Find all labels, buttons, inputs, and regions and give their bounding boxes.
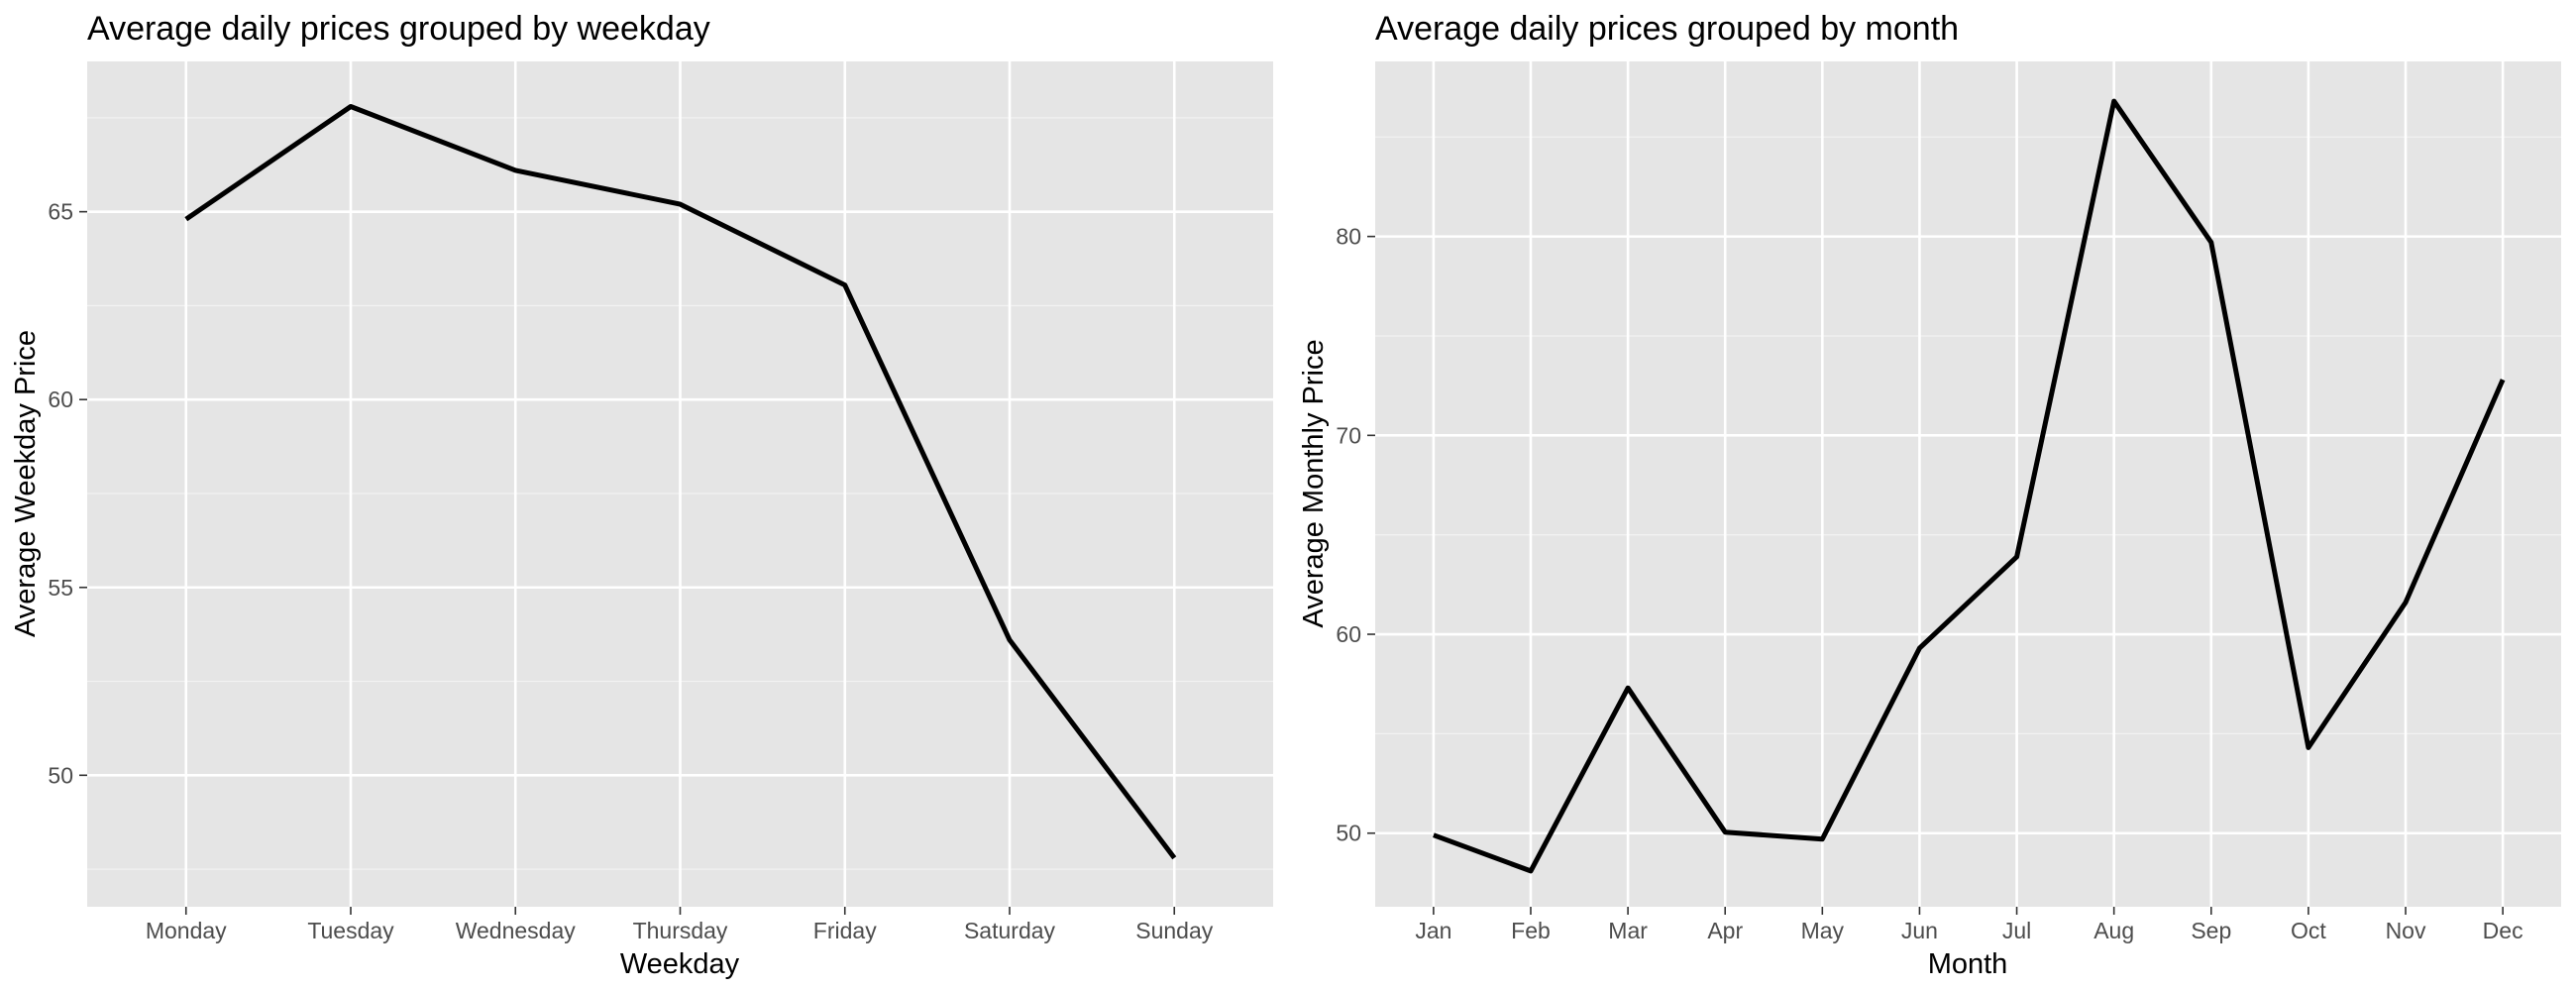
month-y-tick-label: 50 [1336, 821, 1361, 846]
month-x-tick-label: Aug [2093, 918, 2134, 943]
month-axes: 50 60 70 80 Jan Feb Mar Apr May Jun Jul Aug Sep Oct No… [1336, 224, 2522, 943]
month-x-tick-label: May [1801, 918, 1845, 943]
weekday-y-tick-label: 55 [48, 575, 73, 601]
month-x-tick-label: Jul [2002, 918, 2031, 943]
weekday-x-tick-label: Wednesday [456, 918, 577, 943]
month-gridlines [1375, 61, 2561, 907]
month-y-axis-title: Average Monthly Price [1298, 339, 1330, 627]
weekday-x-tick-label: Thursday [633, 918, 728, 943]
month-x-axis-title: Month [1928, 948, 2008, 980]
weekday-price-line [184, 104, 1177, 860]
month-price-line [1433, 98, 2506, 874]
month-x-tick-label: Dec [2483, 918, 2523, 943]
weekday-y-axis-title: Average Weekday Price [10, 330, 42, 637]
weekday-y-tick-label: 50 [48, 762, 73, 788]
weekday-x-tick-label: Monday [146, 918, 227, 943]
month-x-tick-label: Mar [1608, 918, 1648, 943]
month-chart: Average daily prices grouped by month 50… [1298, 10, 2561, 980]
weekday-gridlines [87, 61, 1273, 907]
month-x-tick-label: Apr [1707, 918, 1743, 943]
month-y-tick-label: 80 [1336, 224, 1361, 250]
month-x-tick-label: Jun [1901, 918, 1938, 943]
weekday-x-axis-title: Weekday [620, 948, 740, 980]
month-x-tick-label: Feb [1511, 918, 1551, 943]
month-x-tick-label: Nov [2386, 918, 2426, 943]
month-chart-title: Average daily prices grouped by month [1375, 10, 1959, 48]
weekday-x-tick-label: Saturday [964, 918, 1056, 943]
weekday-x-tick-label: Tuesday [307, 918, 394, 943]
month-x-tick-label: Jan [1415, 918, 1451, 943]
month-x-tick-label: Oct [2291, 918, 2326, 943]
weekday-y-tick-label: 60 [48, 386, 73, 412]
weekday-x-tick-label: Sunday [1135, 918, 1214, 943]
weekday-chart-title: Average daily prices grouped by weekday [87, 10, 710, 48]
weekday-chart: Average daily prices grouped by weekday … [10, 10, 1273, 980]
weekday-x-tick-label: Friday [813, 918, 877, 943]
month-y-tick-label: 70 [1336, 422, 1361, 448]
weekday-y-tick-label: 65 [48, 199, 73, 225]
month-x-tick-label: Sep [2191, 918, 2231, 943]
month-y-tick-label: 60 [1336, 621, 1361, 647]
month-plot-panel [1375, 61, 2561, 907]
weekday-axes: 50 55 60 65 Monday Tuesday Wednesday Thursday Fr… [48, 199, 1213, 943]
